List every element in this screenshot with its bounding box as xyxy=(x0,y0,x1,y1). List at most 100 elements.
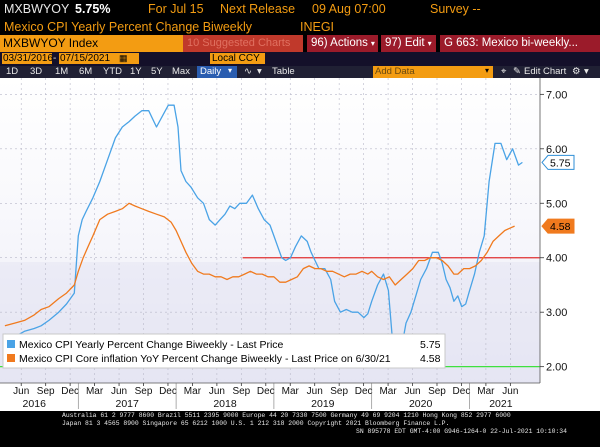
gear-icon[interactable]: ⚙ xyxy=(572,66,581,77)
y-tick-label: 2.00 xyxy=(546,362,567,374)
y-tick-label: 6.00 xyxy=(546,144,567,156)
range-1y[interactable]: 1Y xyxy=(130,66,142,77)
caret-down-icon: ▾ xyxy=(427,39,432,48)
zoom-icon[interactable]: ⌖ xyxy=(501,66,507,77)
x-tick-label: Mar xyxy=(86,386,104,397)
y-tick-label: 5.00 xyxy=(546,198,567,210)
pencil-icon[interactable]: ✎ xyxy=(513,66,521,77)
y-tick-label: 3.00 xyxy=(546,307,567,319)
x-tick-label: Jun xyxy=(209,386,225,397)
frequency-value: Daily xyxy=(200,66,222,77)
source-label: INEGI xyxy=(300,20,335,34)
y-tick-label: 4.00 xyxy=(546,253,567,265)
x-tick-label: Sep xyxy=(232,386,250,397)
actions-label: 96) Actions xyxy=(311,37,368,49)
last-value-tag-core: 4.58 xyxy=(541,218,575,234)
toolbar: MXBWYOY Index 10 Suggested Charts 96) Ac… xyxy=(0,35,600,52)
suggested-charts-button[interactable]: 10 Suggested Charts xyxy=(183,35,303,52)
x-tick-label: Jun xyxy=(307,386,323,397)
x-tick-label: Mar xyxy=(282,386,300,397)
range-1m[interactable]: 1M xyxy=(55,66,69,77)
survey-label: Survey -- xyxy=(430,2,481,16)
chart-area: 7.00 6.00 5.00 4.00 3.00 2.00 5.75 4.58 Jun Sep D… xyxy=(0,78,600,433)
x-year-label: 2019 xyxy=(311,398,335,410)
edit-button[interactable]: 97) Edit ▾ xyxy=(381,35,436,52)
last-value: 5.75% xyxy=(75,2,111,16)
x-tick-label: Mar xyxy=(379,386,397,397)
range-3d[interactable]: 3D xyxy=(30,66,43,77)
caret-down-icon: ▾ xyxy=(485,66,490,75)
legend-swatch-cpi xyxy=(7,340,15,348)
frequency-select[interactable]: Daily ▾ xyxy=(197,66,237,78)
footer-contacts-1: Australia 61 2 9777 8600 Brazil 5511 239… xyxy=(62,412,511,419)
x-tick-label: Sep xyxy=(135,386,153,397)
x-tick-label: Dec xyxy=(355,386,373,397)
footer-contacts-2: Japan 81 3 4565 8900 Singapore 65 6212 1… xyxy=(62,420,450,427)
chart-title-label: G 663: Mexico bi-weekly... xyxy=(444,37,579,49)
tag-shape xyxy=(541,218,575,234)
table-button[interactable]: Table xyxy=(272,66,295,77)
series-line-core xyxy=(4,202,515,327)
calendar-icon[interactable]: ▦ xyxy=(119,53,128,63)
x-year-label: 2021 xyxy=(489,398,513,410)
x-year-label: 2020 xyxy=(409,398,433,410)
date-controls: 03/31/2016 - 07/15/2021 ▦ Local CCY xyxy=(0,52,600,66)
legend-value-core: 4.58 xyxy=(420,353,441,365)
chart-title-tab[interactable]: G 663: Mexico bi-weekly... xyxy=(440,35,600,52)
add-data-field[interactable]: Add Data ▾ xyxy=(373,66,493,78)
range-max[interactable]: Max xyxy=(172,66,190,77)
index-name-box[interactable]: MXBWYOY Index xyxy=(0,35,183,52)
edit-chart-button[interactable]: Edit Chart xyxy=(524,66,567,77)
x-year-label: 2017 xyxy=(115,398,139,410)
security-description: Mexico CPI Yearly Percent Change Biweekl… xyxy=(4,20,253,34)
range-5y[interactable]: 5Y xyxy=(151,66,163,77)
caret-down-icon: ▾ xyxy=(257,66,262,77)
x-tick-label: Dec xyxy=(159,386,177,397)
next-release-label: Next Release xyxy=(220,2,296,16)
for-label: For Jul 15 xyxy=(148,2,204,16)
x-tick-label: Sep xyxy=(37,386,55,397)
legend-value-cpi: 5.75 xyxy=(420,339,441,351)
x-tick-label: Jun xyxy=(111,386,127,397)
index-name: MXBWYOY Index xyxy=(3,36,99,50)
footer-session: SN 895778 EDT GMT-4:00 G946-1264-0 22-Ju… xyxy=(356,428,567,435)
x-tick-label: Sep xyxy=(428,386,446,397)
x-tick-label: Mar xyxy=(477,386,495,397)
currency-select[interactable]: Local CCY xyxy=(210,53,265,64)
range-6m[interactable]: 6M xyxy=(79,66,93,77)
legend: Mexico CPI Yearly Percent Change Biweekl… xyxy=(2,333,446,369)
x-tick-label: Dec xyxy=(257,386,275,397)
x-year-label: 2018 xyxy=(213,398,237,410)
edit-label: 97) Edit xyxy=(385,37,425,49)
x-tick-label: Jun xyxy=(502,386,518,397)
line-chart: 7.00 6.00 5.00 4.00 3.00 2.00 5.75 4.58 Jun Sep D… xyxy=(0,78,600,411)
legend-swatch-core xyxy=(7,354,15,362)
caret-down-icon: ▾ xyxy=(228,66,233,75)
tag-label: 5.75 xyxy=(550,157,571,169)
line-chart-icon[interactable]: ∿ xyxy=(244,66,252,77)
x-tick-label: Mar xyxy=(184,386,202,397)
date-separator: - xyxy=(53,53,57,64)
footer: Australia 61 2 9777 8600 Brazil 5511 239… xyxy=(0,411,600,447)
security-header: MXBWYOY 5.75% For Jul 15 Next Release 09… xyxy=(0,0,600,19)
x-tick-label: Dec xyxy=(453,386,471,397)
x-tick-label: Jun xyxy=(404,386,420,397)
description-row: Mexico CPI Yearly Percent Change Biweekl… xyxy=(0,19,600,35)
x-tick-label: Dec xyxy=(61,386,79,397)
tag-shape xyxy=(541,154,575,170)
legend-label-core: Mexico CPI Core inflation YoY Percent Ch… xyxy=(19,353,391,365)
actions-button[interactable]: 96) Actions ▾ xyxy=(307,35,378,52)
end-date-value: 07/15/2021 xyxy=(60,53,111,64)
range-ytd[interactable]: YTD xyxy=(103,66,122,77)
x-tick-label: Sep xyxy=(330,386,348,397)
end-date-field[interactable]: 07/15/2021 ▦ xyxy=(59,53,139,64)
last-value-tag-cpi: 5.75 xyxy=(541,154,575,170)
release-date: 09 Aug 07:00 xyxy=(312,2,386,16)
start-date-value: 03/31/2016 xyxy=(3,53,54,64)
range-controls: 1D 3D 1M 6M YTD 1Y 5Y Max Daily ▾ ∿ ▾ Ta… xyxy=(0,66,600,78)
y-tick-label: 7.00 xyxy=(546,89,567,101)
range-1d[interactable]: 1D xyxy=(6,66,19,77)
legend-label-cpi: Mexico CPI Yearly Percent Change Biweekl… xyxy=(19,339,284,351)
x-tick-label: Jun xyxy=(13,386,29,397)
start-date-field[interactable]: 03/31/2016 xyxy=(2,53,54,64)
